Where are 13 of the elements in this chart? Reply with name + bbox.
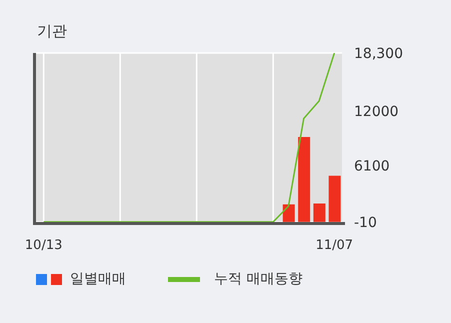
y-tick-label: 6100 [354, 158, 390, 175]
bar [282, 204, 295, 222]
bar [328, 176, 341, 222]
x-tick-label: 11/07 [316, 238, 354, 254]
chart-title: 기관 [37, 22, 67, 41]
bar [298, 136, 310, 222]
y-tick-label: 18,300 [354, 46, 403, 62]
y-tick-label: 12000 [354, 104, 399, 120]
legend-label: 누적 매매동향 [214, 270, 302, 288]
legend-label: 일별매매 [70, 270, 126, 288]
bar [313, 203, 326, 222]
x-tick-label: 10/13 [24, 238, 62, 254]
y-tick-label: -10 [354, 214, 377, 231]
